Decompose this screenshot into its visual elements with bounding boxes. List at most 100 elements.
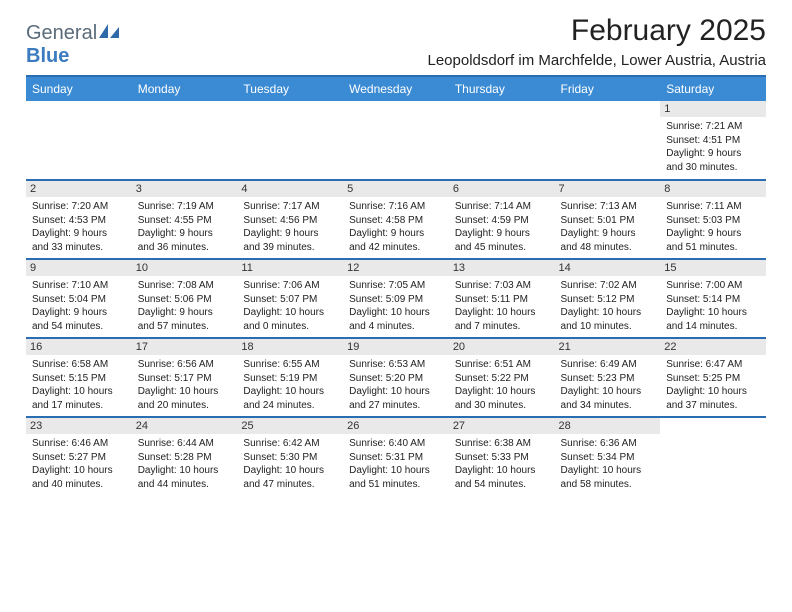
day-number: 27 bbox=[449, 418, 555, 434]
calendar-table: SundayMondayTuesdayWednesdayThursdayFrid… bbox=[26, 77, 766, 496]
day-details: Sunrise: 6:46 AMSunset: 5:27 PMDaylight:… bbox=[32, 437, 126, 491]
calendar-cell bbox=[449, 101, 555, 179]
day-details: Sunrise: 7:08 AMSunset: 5:06 PMDaylight:… bbox=[138, 279, 232, 333]
day-number: 4 bbox=[237, 181, 343, 197]
calendar-cell: 9 Sunrise: 7:10 AMSunset: 5:04 PMDaylight… bbox=[26, 260, 132, 337]
calendar-week-row: 2 Sunrise: 7:20 AMSunset: 4:53 PMDaylight… bbox=[26, 181, 766, 258]
day-number: 15 bbox=[660, 260, 766, 276]
day-number: 1 bbox=[660, 101, 766, 117]
calendar-cell: 15 Sunrise: 7:00 AMSunset: 5:14 PMDayligh… bbox=[660, 260, 766, 337]
calendar-cell: 20 Sunrise: 6:51 AMSunset: 5:22 PMDayligh… bbox=[449, 339, 555, 416]
page-title: February 2025 bbox=[427, 14, 766, 48]
day-header: Monday bbox=[132, 77, 238, 101]
day-details: Sunrise: 6:49 AMSunset: 5:23 PMDaylight:… bbox=[561, 358, 655, 412]
day-details: Sunrise: 6:38 AMSunset: 5:33 PMDaylight:… bbox=[455, 437, 549, 491]
calendar-week-row: 23Sunrise: 6:46 AMSunset: 5:27 PMDayligh… bbox=[26, 418, 766, 496]
day-details: Sunrise: 6:51 AMSunset: 5:22 PMDaylight:… bbox=[455, 358, 549, 412]
calendar-cell bbox=[132, 101, 238, 179]
day-details: Sunrise: 7:14 AMSunset: 4:59 PMDaylight:… bbox=[455, 200, 549, 254]
calendar-cell: 24 Sunrise: 6:44 AMSunset: 5:28 PMDayligh… bbox=[132, 418, 238, 496]
day-details: Sunrise: 7:05 AMSunset: 5:09 PMDaylight:… bbox=[349, 279, 443, 333]
day-number: 28 bbox=[555, 418, 661, 434]
calendar-cell bbox=[343, 101, 449, 179]
day-details: Sunrise: 6:53 AMSunset: 5:20 PMDaylight:… bbox=[349, 358, 443, 412]
day-details: Sunrise: 6:36 AMSunset: 5:34 PMDaylight:… bbox=[561, 437, 655, 491]
day-number: 6 bbox=[449, 181, 555, 197]
calendar-cell: 3Sunrise: 7:19 AMSunset: 4:55 PMDaylight… bbox=[132, 181, 238, 258]
calendar-cell: 2 Sunrise: 7:20 AMSunset: 4:53 PMDaylight… bbox=[26, 181, 132, 258]
logo-sail-icon bbox=[99, 22, 121, 45]
day-number: 25 bbox=[237, 418, 343, 434]
day-number: 9 bbox=[26, 260, 132, 276]
calendar-cell: 27 Sunrise: 6:38 AMSunset: 5:33 PMDayligh… bbox=[449, 418, 555, 496]
day-details: Sunrise: 7:03 AMSunset: 5:11 PMDaylight:… bbox=[455, 279, 549, 333]
calendar-cell: 12Sunrise: 7:05 AMSunset: 5:09 PMDayligh… bbox=[343, 260, 449, 337]
calendar-cell: 19 Sunrise: 6:53 AMSunset: 5:20 PMDayligh… bbox=[343, 339, 449, 416]
day-number: 14 bbox=[555, 260, 661, 276]
logo-text-general: General bbox=[26, 22, 97, 44]
calendar-cell: 16 Sunrise: 6:58 AMSunset: 5:15 PMDayligh… bbox=[26, 339, 132, 416]
day-details: Sunrise: 6:47 AMSunset: 5:25 PMDaylight:… bbox=[666, 358, 760, 412]
calendar-cell: 26 Sunrise: 6:40 AMSunset: 5:31 PMDayligh… bbox=[343, 418, 449, 496]
day-header: Sunday bbox=[26, 77, 132, 101]
day-details: Sunrise: 7:20 AMSunset: 4:53 PMDaylight:… bbox=[32, 200, 126, 254]
day-details: Sunrise: 6:55 AMSunset: 5:19 PMDaylight:… bbox=[243, 358, 337, 412]
day-number: 2 bbox=[26, 181, 132, 197]
day-number: 24 bbox=[132, 418, 238, 434]
day-details: Sunrise: 6:58 AMSunset: 5:15 PMDaylight:… bbox=[32, 358, 126, 412]
calendar-cell: 25 Sunrise: 6:42 AMSunset: 5:30 PMDayligh… bbox=[237, 418, 343, 496]
logo-text-blue: Blue bbox=[26, 45, 69, 67]
day-details: Sunrise: 7:10 AMSunset: 5:04 PMDaylight:… bbox=[32, 279, 126, 333]
day-header: Wednesday bbox=[343, 77, 449, 101]
calendar-cell: 17Sunrise: 6:56 AMSunset: 5:17 PMDayligh… bbox=[132, 339, 238, 416]
day-number: 5 bbox=[343, 181, 449, 197]
day-number: 21 bbox=[555, 339, 661, 355]
day-details: Sunrise: 7:21 AMSunset: 4:51 PMDaylight:… bbox=[666, 120, 760, 174]
day-header: Friday bbox=[555, 77, 661, 101]
calendar-week-row: 1 Sunrise: 7:21 AMSunset: 4:51 PMDaylight… bbox=[26, 101, 766, 179]
day-header: Tuesday bbox=[237, 77, 343, 101]
calendar-cell: 13 Sunrise: 7:03 AMSunset: 5:11 PMDayligh… bbox=[449, 260, 555, 337]
day-number: 16 bbox=[26, 339, 132, 355]
calendar-cell: 6 Sunrise: 7:14 AMSunset: 4:59 PMDaylight… bbox=[449, 181, 555, 258]
calendar-cell: 22 Sunrise: 6:47 AMSunset: 5:25 PMDayligh… bbox=[660, 339, 766, 416]
calendar-week-row: 9 Sunrise: 7:10 AMSunset: 5:04 PMDaylight… bbox=[26, 260, 766, 337]
day-details: Sunrise: 7:17 AMSunset: 4:56 PMDaylight:… bbox=[243, 200, 337, 254]
day-details: Sunrise: 7:13 AMSunset: 5:01 PMDaylight:… bbox=[561, 200, 655, 254]
calendar-cell bbox=[555, 101, 661, 179]
day-header: Thursday bbox=[449, 77, 555, 101]
day-number: 19 bbox=[343, 339, 449, 355]
day-details: Sunrise: 7:11 AMSunset: 5:03 PMDaylight:… bbox=[666, 200, 760, 254]
logo: GeneralBlue bbox=[26, 14, 121, 68]
day-number: 3 bbox=[132, 181, 238, 197]
calendar-cell: 8Sunrise: 7:11 AMSunset: 5:03 PMDaylight… bbox=[660, 181, 766, 258]
day-details: Sunrise: 7:06 AMSunset: 5:07 PMDaylight:… bbox=[243, 279, 337, 333]
day-number: 26 bbox=[343, 418, 449, 434]
day-number: 20 bbox=[449, 339, 555, 355]
page-subtitle: Leopoldsdorf im Marchfelde, Lower Austri… bbox=[427, 52, 766, 69]
day-number: 18 bbox=[237, 339, 343, 355]
calendar-cell: 4 Sunrise: 7:17 AMSunset: 4:56 PMDaylight… bbox=[237, 181, 343, 258]
calendar-cell: 7Sunrise: 7:13 AMSunset: 5:01 PMDaylight… bbox=[555, 181, 661, 258]
calendar-cell: 23Sunrise: 6:46 AMSunset: 5:27 PMDayligh… bbox=[26, 418, 132, 496]
day-header: Saturday bbox=[660, 77, 766, 101]
calendar-cell bbox=[237, 101, 343, 179]
day-number: 11 bbox=[237, 260, 343, 276]
calendar-cell: 18 Sunrise: 6:55 AMSunset: 5:19 PMDayligh… bbox=[237, 339, 343, 416]
day-details: Sunrise: 7:00 AMSunset: 5:14 PMDaylight:… bbox=[666, 279, 760, 333]
calendar-cell: 5 Sunrise: 7:16 AMSunset: 4:58 PMDaylight… bbox=[343, 181, 449, 258]
calendar-cell bbox=[26, 101, 132, 179]
day-number: 22 bbox=[660, 339, 766, 355]
calendar-cell bbox=[660, 418, 766, 496]
day-details: Sunrise: 6:42 AMSunset: 5:30 PMDaylight:… bbox=[243, 437, 337, 491]
calendar-cell: 10Sunrise: 7:08 AMSunset: 5:06 PMDayligh… bbox=[132, 260, 238, 337]
calendar-cell: 1 Sunrise: 7:21 AMSunset: 4:51 PMDaylight… bbox=[660, 101, 766, 179]
day-details: Sunrise: 6:44 AMSunset: 5:28 PMDaylight:… bbox=[138, 437, 232, 491]
day-number: 13 bbox=[449, 260, 555, 276]
calendar-cell: 11 Sunrise: 7:06 AMSunset: 5:07 PMDayligh… bbox=[237, 260, 343, 337]
calendar-cell: 28 Sunrise: 6:36 AMSunset: 5:34 PMDayligh… bbox=[555, 418, 661, 496]
calendar-cell: 21 Sunrise: 6:49 AMSunset: 5:23 PMDayligh… bbox=[555, 339, 661, 416]
calendar-week-row: 16 Sunrise: 6:58 AMSunset: 5:15 PMDayligh… bbox=[26, 339, 766, 416]
day-details: Sunrise: 6:40 AMSunset: 5:31 PMDaylight:… bbox=[349, 437, 443, 491]
day-details: Sunrise: 7:16 AMSunset: 4:58 PMDaylight:… bbox=[349, 200, 443, 254]
